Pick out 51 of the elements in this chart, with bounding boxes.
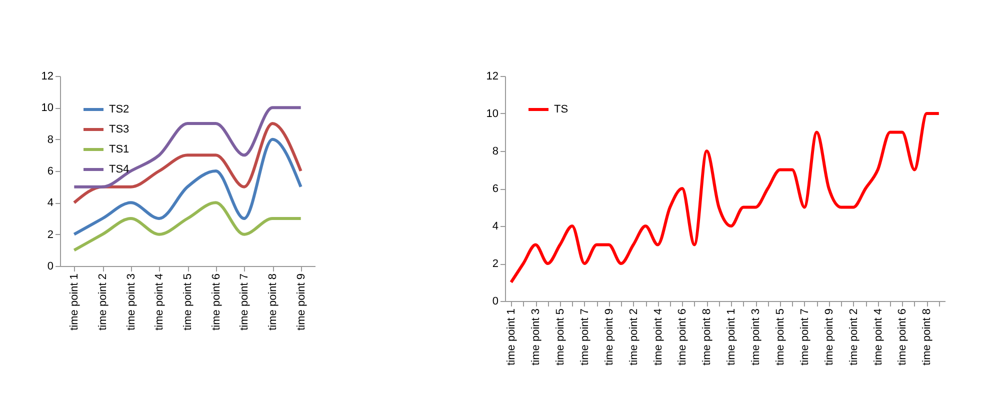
y-tick-label: 0 <box>47 260 54 272</box>
y-tick-label: 4 <box>47 197 54 210</box>
x-tick-label: time point 1 <box>726 308 738 366</box>
x-tick-label: time point 5 <box>182 274 194 330</box>
x-tick-label: time point 9 <box>603 308 616 366</box>
x-tick-label: time point 7 <box>578 308 591 366</box>
y-tick-label: 8 <box>47 134 54 146</box>
y-tick-label: 10 <box>41 102 54 114</box>
x-tick-label: time point 4 <box>652 308 664 366</box>
x-tick-label: time point 1 <box>506 308 518 366</box>
x-tick-label: time point 1 <box>68 274 81 330</box>
x-tick-label: time point 6 <box>210 274 222 330</box>
x-tick-label: time point 8 <box>921 308 934 366</box>
line-series <box>72 122 302 204</box>
line-series <box>510 112 940 284</box>
x-tick-label: time point 5 <box>554 308 566 366</box>
x-tick-label: time point 3 <box>750 308 762 366</box>
x-tick-label: time point 9 <box>295 274 308 330</box>
x-tick-label: time point 8 <box>267 274 279 330</box>
y-tick-label: 2 <box>47 228 54 241</box>
x-tick-label: time point 7 <box>238 274 251 330</box>
x-tick-label: time point 8 <box>701 308 714 366</box>
x-tick-label: time point 7 <box>798 308 811 366</box>
y-tick-label: 8 <box>492 146 498 158</box>
y-tick-label: 6 <box>492 183 498 195</box>
legend-label: TS2 <box>109 104 130 116</box>
line-series <box>72 201 302 252</box>
y-tick-label: 2 <box>492 258 498 270</box>
x-tick-label: time point 2 <box>628 308 640 366</box>
x-tick-label: time point 5 <box>774 308 786 366</box>
y-tick-label: 12 <box>41 70 54 82</box>
x-tick-label: time point 4 <box>154 274 166 330</box>
line-series <box>72 138 302 236</box>
y-tick-label: 6 <box>47 166 54 178</box>
line-series <box>72 106 302 188</box>
legend-label: TS1 <box>109 144 130 156</box>
x-tick-label: time point 2 <box>97 274 109 330</box>
legend-label: TS <box>554 104 568 116</box>
y-tick-label: 4 <box>492 220 498 232</box>
y-tick-label: 12 <box>486 70 498 82</box>
x-tick-label: time point 3 <box>530 308 542 366</box>
x-tick-label: time point 6 <box>676 308 689 366</box>
x-tick-label: time point 6 <box>896 308 909 366</box>
x-tick-label: time point 3 <box>125 274 138 330</box>
y-tick-label: 10 <box>486 108 498 120</box>
x-tick-label: time point 2 <box>848 308 860 366</box>
x-tick-label: time point 4 <box>872 308 884 366</box>
legend-label: TS4 <box>109 164 130 176</box>
legend-label: TS3 <box>109 124 130 136</box>
x-tick-label: time point 9 <box>823 308 836 366</box>
y-tick-label: 0 <box>492 296 498 308</box>
